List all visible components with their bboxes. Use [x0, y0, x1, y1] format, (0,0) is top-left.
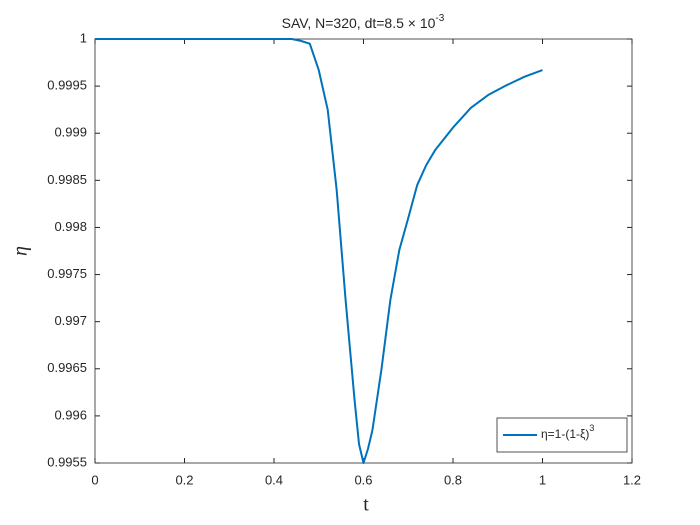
- chart-title: SAV, N=320, dt=8.5 × 10-3: [282, 13, 445, 31]
- y-tick-label: 0.996: [54, 407, 87, 422]
- y-tick-label: 0.997: [54, 313, 87, 328]
- x-tick-label: 1: [539, 472, 546, 487]
- title-superscript: -3: [435, 13, 444, 24]
- data-line: [95, 38, 543, 464]
- y-axis-label: η: [10, 246, 32, 256]
- x-axis-label: t: [363, 494, 369, 516]
- x-tick-label: 0: [91, 472, 98, 487]
- y-tick-label: 0.9965: [47, 360, 87, 375]
- title-text: SAV, N=320, dt=8.5 × 10: [282, 15, 436, 31]
- plot-area: [94, 38, 633, 464]
- x-tick-label: 0.6: [354, 472, 372, 487]
- legend-label: η=1-(1-ξ)3: [541, 423, 594, 441]
- y-tick-label: 0.9955: [47, 454, 87, 469]
- legend-superscript: 3: [589, 423, 594, 433]
- y-tick-label: 0.9985: [47, 172, 87, 187]
- legend-name: η=1-(1-ξ): [541, 427, 589, 441]
- y-tick-label: 0.998: [54, 219, 87, 234]
- y-tick-label: 1: [80, 30, 87, 45]
- y-tick-label: 0.999: [54, 125, 87, 140]
- x-tick-label: 0.4: [265, 472, 283, 487]
- y-tick-label: 0.9975: [47, 266, 87, 281]
- y-tick-label: 0.9995: [47, 78, 87, 93]
- x-tick-label: 1.2: [623, 472, 641, 487]
- x-tick-label: 0.8: [444, 472, 462, 487]
- x-tick-label: 0.2: [175, 472, 193, 487]
